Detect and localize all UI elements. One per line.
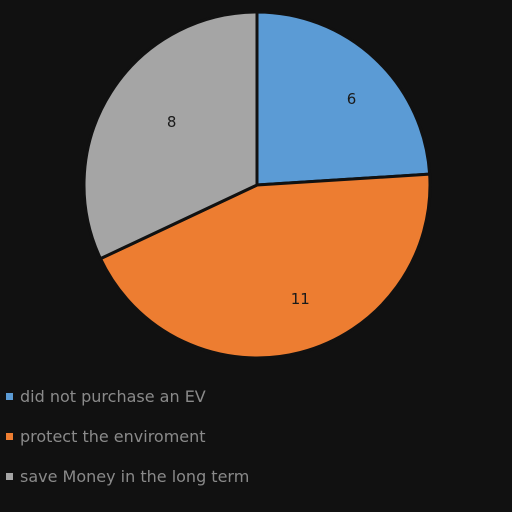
legend-swatch-blue bbox=[6, 392, 13, 400]
slice-data-label: 6 bbox=[347, 90, 357, 108]
pie-chart-svg: 6 11 8 bbox=[82, 10, 432, 360]
legend-item-protect-environment: protect the enviroment bbox=[6, 416, 506, 456]
legend-label: save Money in the long term bbox=[20, 466, 250, 486]
legend-label: did not purchase an EV bbox=[20, 386, 206, 406]
slice-data-label: 8 bbox=[167, 113, 177, 131]
legend-swatch-gray bbox=[6, 472, 13, 480]
pie-slice bbox=[255, 10, 432, 187]
pie-slice bbox=[82, 10, 259, 261]
legend-item-save-money: save Money in the long term bbox=[6, 456, 506, 496]
legend-swatch-orange bbox=[6, 432, 13, 440]
slice-data-label: 11 bbox=[291, 290, 310, 308]
chart-legend: did not purchase an EV protect the envir… bbox=[6, 376, 506, 496]
legend-label: protect the enviroment bbox=[20, 426, 206, 446]
pie-chart: 6 11 8 bbox=[82, 10, 432, 360]
legend-item-did-not-purchase: did not purchase an EV bbox=[6, 376, 506, 416]
